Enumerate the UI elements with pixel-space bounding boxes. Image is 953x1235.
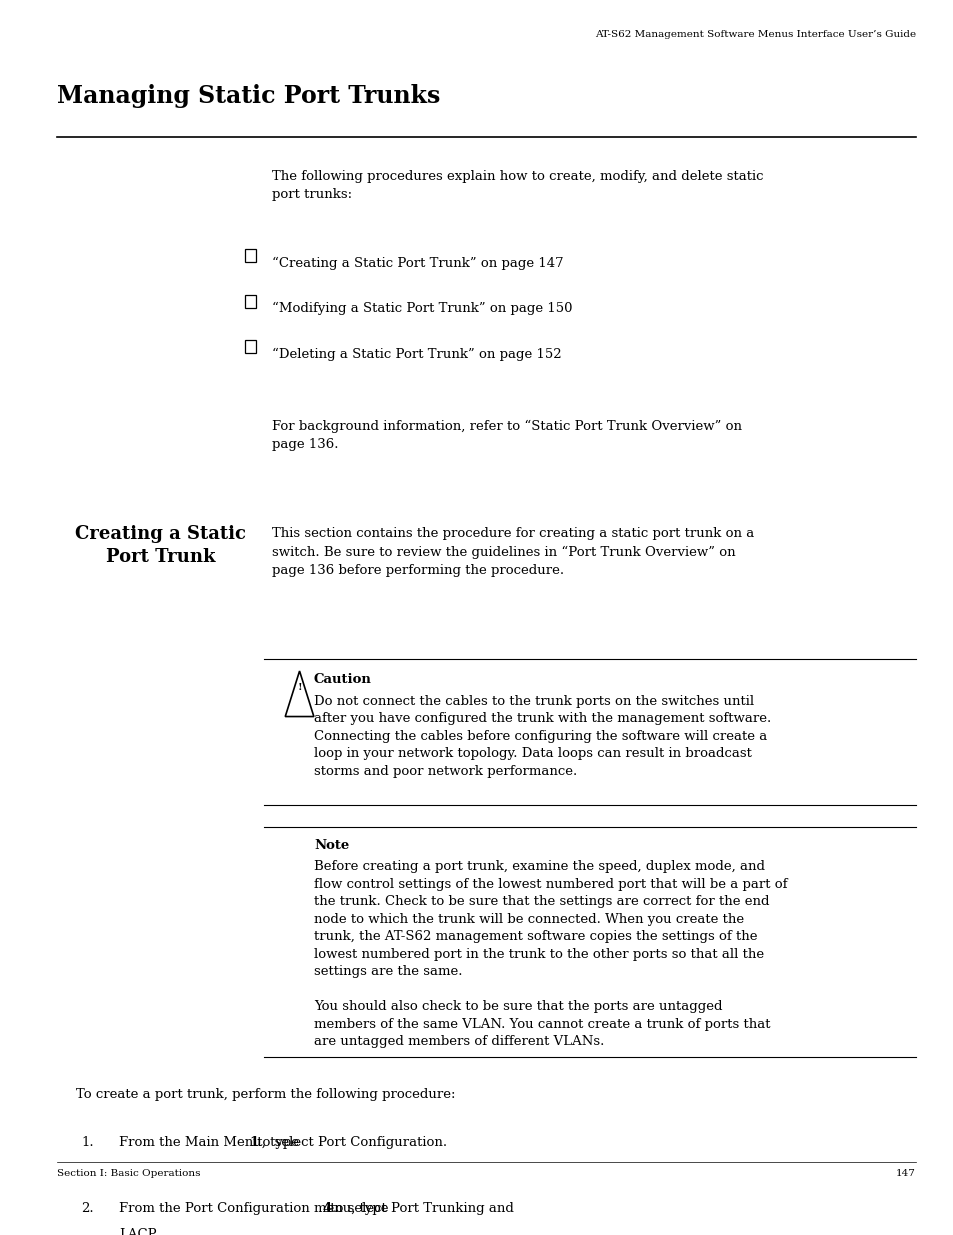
Text: 4: 4	[322, 1202, 331, 1215]
Text: This section contains the procedure for creating a static port trunk on a
switch: This section contains the procedure for …	[272, 527, 754, 577]
Bar	[245, 295, 255, 308]
Text: From the Port Configuration menu, type: From the Port Configuration menu, type	[119, 1202, 393, 1215]
Text: 147: 147	[895, 1170, 915, 1178]
Text: 1: 1	[249, 1136, 258, 1149]
Text: To create a port trunk, perform the following procedure:: To create a port trunk, perform the foll…	[76, 1088, 456, 1100]
Text: Caution: Caution	[314, 673, 372, 687]
Text: Do not connect the cables to the trunk ports on the switches until
after you hav: Do not connect the cables to the trunk p…	[314, 695, 770, 778]
Text: “Creating a Static Port Trunk” on page 147: “Creating a Static Port Trunk” on page 1…	[272, 257, 563, 269]
Text: From the Main Menu, type: From the Main Menu, type	[119, 1136, 303, 1149]
Text: “Deleting a Static Port Trunk” on page 152: “Deleting a Static Port Trunk” on page 1…	[272, 347, 561, 361]
Text: The following procedures explain how to create, modify, and delete static
port t: The following procedures explain how to …	[272, 170, 762, 201]
Text: AT-S62 Management Software Menus Interface User’s Guide: AT-S62 Management Software Menus Interfa…	[594, 30, 915, 40]
Text: !: !	[297, 683, 301, 692]
Text: Before creating a port trunk, examine the speed, duplex mode, and
flow control s: Before creating a port trunk, examine th…	[314, 861, 786, 1049]
Bar	[245, 249, 255, 262]
Text: LACP.: LACP.	[119, 1228, 158, 1235]
Text: to select Port Configuration.: to select Port Configuration.	[253, 1136, 447, 1149]
Bar	[245, 341, 255, 353]
Text: Creating a Static
Port Trunk: Creating a Static Port Trunk	[74, 525, 246, 567]
Text: 2.: 2.	[81, 1202, 93, 1215]
Text: For background information, refer to “Static Port Trunk Overview” on
page 136.: For background information, refer to “St…	[272, 420, 741, 451]
Text: “Modifying a Static Port Trunk” on page 150: “Modifying a Static Port Trunk” on page …	[272, 301, 572, 315]
Text: to select Port Trunking and: to select Port Trunking and	[325, 1202, 513, 1215]
Text: Note: Note	[314, 839, 349, 852]
Text: 1.: 1.	[81, 1136, 93, 1149]
Text: Section I: Basic Operations: Section I: Basic Operations	[57, 1170, 200, 1178]
Text: Managing Static Port Trunks: Managing Static Port Trunks	[57, 84, 440, 107]
